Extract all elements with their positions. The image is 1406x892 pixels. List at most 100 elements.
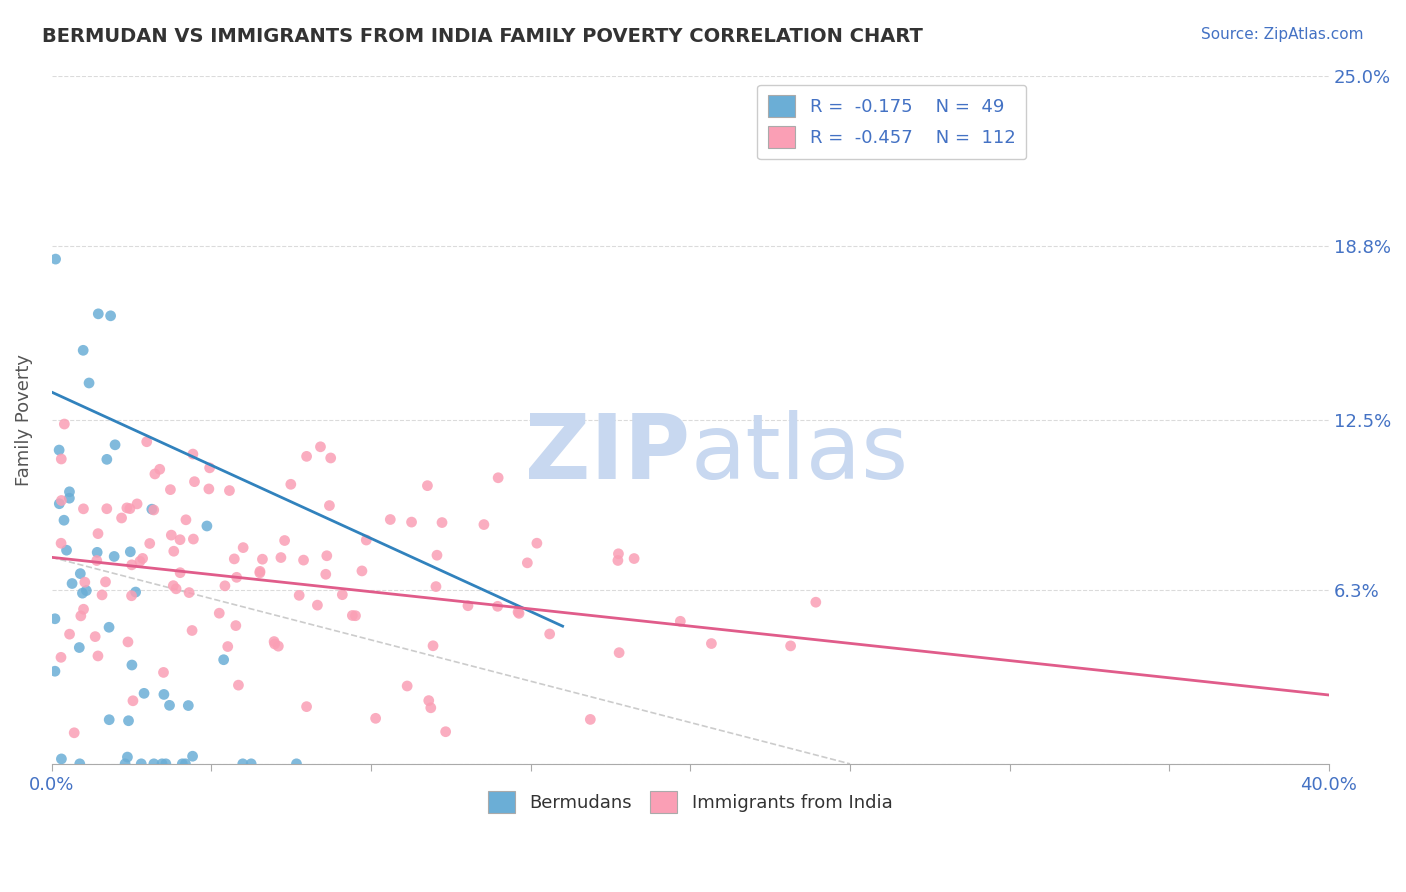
Point — [73, 575, 96, 590]
Point — [104, 438, 127, 452]
Point — [120, 545, 142, 559]
Point — [84, 630, 107, 644]
Point — [58, 484, 80, 499]
Point — [129, 756, 152, 771]
Point — [350, 564, 373, 578]
Point — [98, 713, 121, 727]
Point — [96, 452, 118, 467]
Point — [309, 440, 332, 454]
Point — [100, 309, 122, 323]
Point — [295, 450, 318, 464]
Point — [115, 500, 138, 515]
Point — [138, 536, 160, 550]
Point — [58, 491, 80, 505]
Point — [69, 756, 91, 771]
Point — [307, 598, 329, 612]
Point — [51, 452, 73, 467]
Point — [315, 567, 337, 582]
Text: BERMUDAN VS IMMIGRANTS FROM INDIA FAMILY POVERTY CORRELATION CHART: BERMUDAN VS IMMIGRANTS FROM INDIA FAMILY… — [42, 27, 924, 45]
Point — [330, 588, 353, 602]
Point — [121, 558, 143, 572]
Point — [174, 513, 197, 527]
Point — [249, 565, 271, 579]
Point — [267, 639, 290, 653]
Point — [288, 588, 311, 602]
Point — [72, 602, 94, 616]
Point — [401, 515, 423, 529]
Point — [208, 606, 231, 620]
Point — [172, 756, 194, 771]
Point — [94, 574, 117, 589]
Point — [179, 585, 201, 599]
Point — [344, 608, 367, 623]
Point — [159, 483, 181, 497]
Point — [228, 678, 250, 692]
Point — [121, 589, 143, 603]
Point — [425, 580, 447, 594]
Point — [77, 376, 100, 390]
Point — [48, 497, 70, 511]
Point — [198, 482, 221, 496]
Point — [129, 554, 152, 568]
Point — [356, 533, 378, 547]
Point — [72, 343, 94, 358]
Point — [273, 533, 295, 548]
Point — [53, 417, 76, 431]
Point — [263, 634, 285, 648]
Point — [49, 650, 72, 665]
Point — [516, 556, 538, 570]
Point — [364, 711, 387, 725]
Point — [67, 640, 90, 655]
Point — [457, 599, 479, 613]
Point — [422, 639, 444, 653]
Point — [318, 499, 340, 513]
Point — [142, 503, 165, 517]
Point — [132, 686, 155, 700]
Point — [183, 475, 205, 489]
Point — [252, 552, 274, 566]
Point — [508, 607, 530, 621]
Point — [169, 533, 191, 547]
Point — [380, 512, 402, 526]
Point — [181, 624, 204, 638]
Point — [280, 477, 302, 491]
Point — [142, 756, 165, 771]
Point — [263, 637, 285, 651]
Text: atlas: atlas — [690, 410, 908, 498]
Point — [91, 588, 114, 602]
Point — [165, 582, 187, 596]
Point — [49, 536, 72, 550]
Point — [155, 756, 177, 771]
Point — [86, 553, 108, 567]
Point — [218, 483, 240, 498]
Point — [152, 665, 174, 680]
Point — [55, 543, 77, 558]
Point — [44, 664, 66, 678]
Point — [416, 478, 439, 492]
Point — [150, 756, 173, 771]
Point — [224, 552, 246, 566]
Point — [217, 640, 239, 654]
Text: ZIP: ZIP — [526, 410, 690, 498]
Point — [114, 756, 136, 771]
Point — [53, 513, 76, 527]
Point — [117, 750, 139, 764]
Point — [87, 307, 110, 321]
Point — [538, 627, 561, 641]
Point — [122, 694, 145, 708]
Point — [700, 636, 723, 650]
Legend: Bermudans, Immigrants from India: Bermudans, Immigrants from India — [477, 780, 904, 823]
Point — [127, 497, 149, 511]
Y-axis label: Family Poverty: Family Poverty — [15, 353, 32, 485]
Point — [342, 608, 364, 623]
Point — [606, 553, 628, 567]
Point — [669, 615, 692, 629]
Point — [69, 566, 91, 581]
Point — [607, 646, 630, 660]
Point — [98, 620, 121, 634]
Point — [174, 756, 197, 771]
Point — [51, 752, 73, 766]
Point — [181, 447, 204, 461]
Point — [44, 612, 66, 626]
Point — [183, 532, 205, 546]
